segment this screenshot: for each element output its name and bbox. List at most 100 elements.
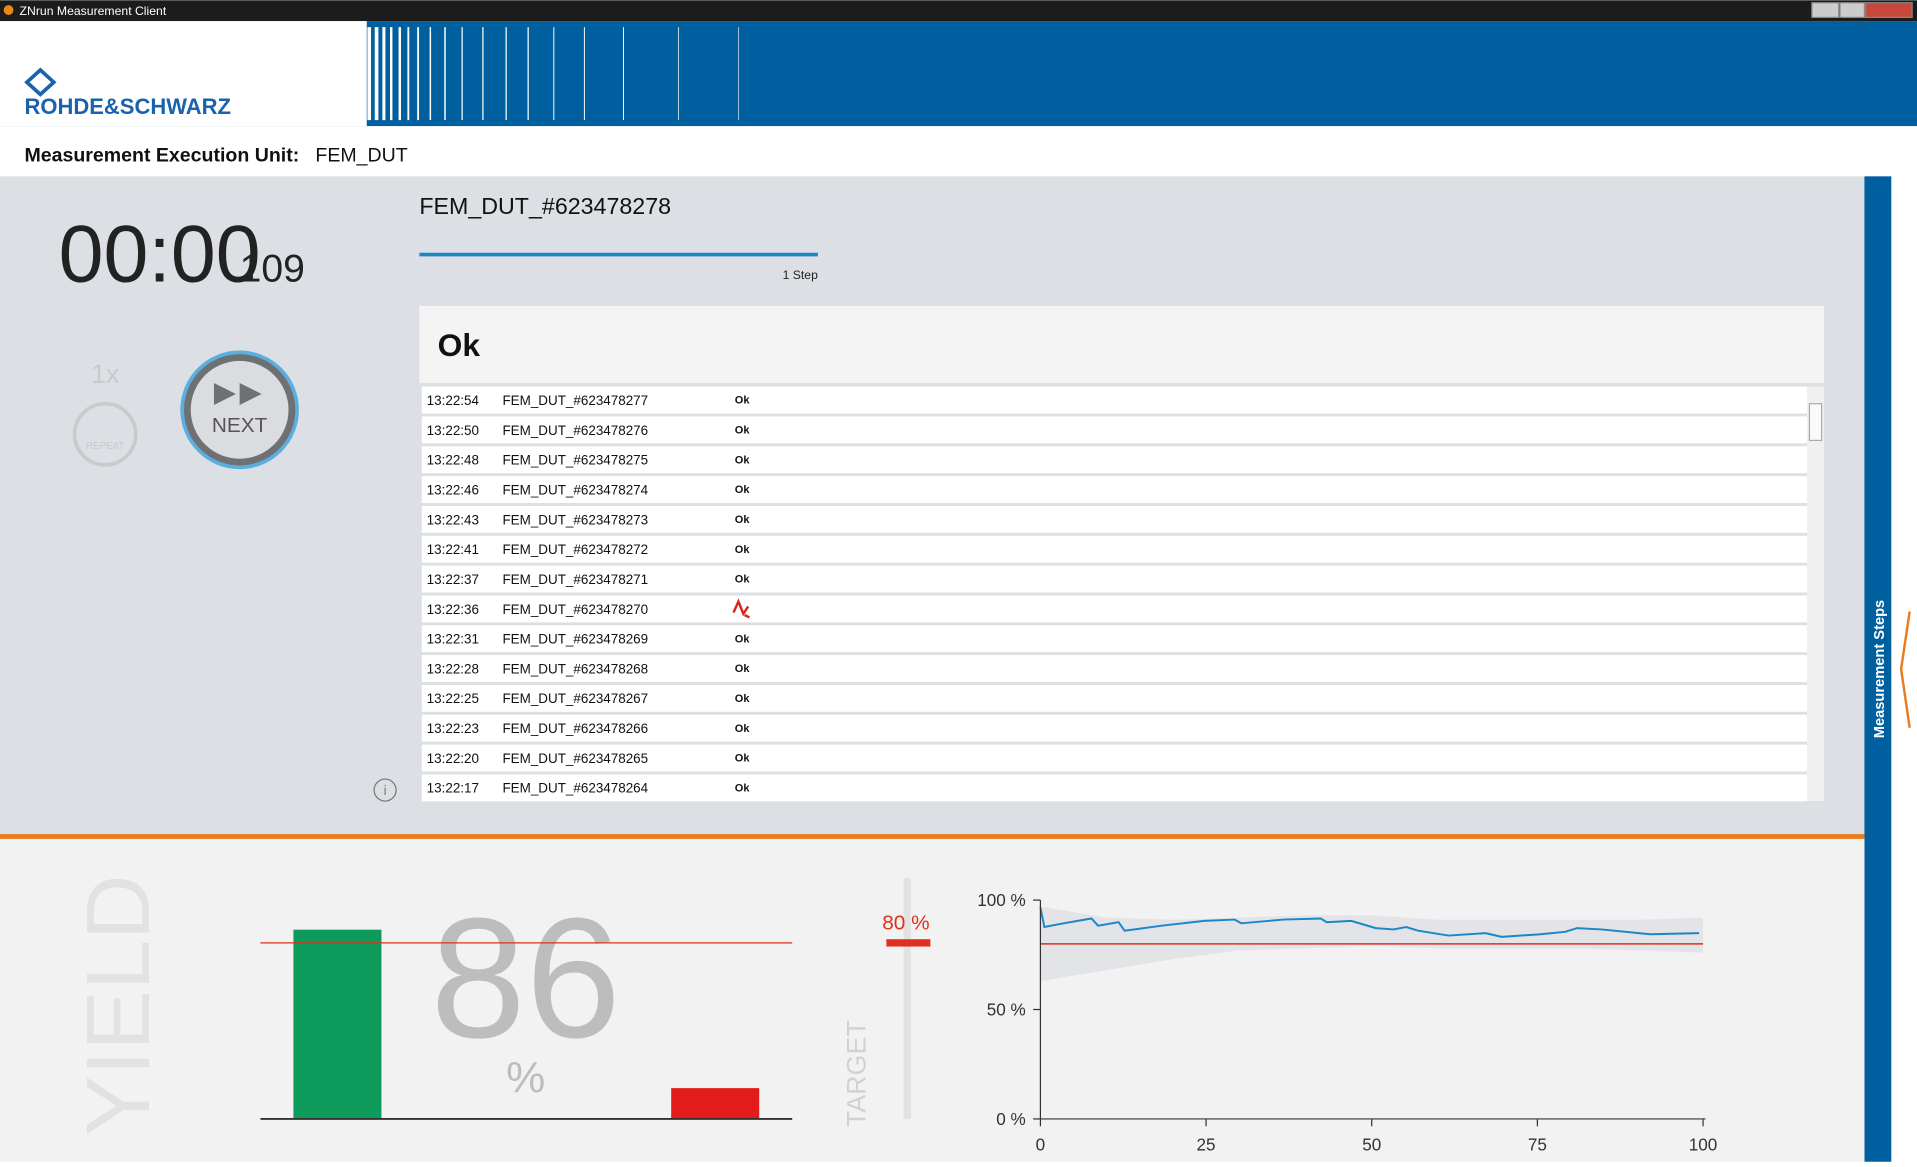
log-time: 13:22:48 xyxy=(427,453,479,468)
target-marker xyxy=(886,939,931,947)
log-dut: FEM_DUT_#623478273 xyxy=(502,512,648,527)
log-row xyxy=(421,565,1807,593)
yield-label: YIELD xyxy=(68,874,169,1135)
log-row xyxy=(421,774,1807,802)
timer: 00:00 xyxy=(59,209,261,299)
charts: 0 % 50 % 100 % 0 25 50 75 100 xyxy=(260,891,1717,1155)
log-time: 13:22:25 xyxy=(427,691,479,706)
log-result: Ok xyxy=(735,514,751,526)
trend-line xyxy=(1039,907,1700,938)
log-row xyxy=(421,446,1807,474)
yield-bar xyxy=(293,929,382,1119)
log-row xyxy=(421,684,1807,712)
app-icon xyxy=(3,5,14,15)
log-row xyxy=(421,476,1807,503)
log-dut: FEM_DUT_#623478265 xyxy=(502,751,648,766)
log-row xyxy=(421,714,1807,742)
log-time: 13:22:37 xyxy=(427,572,479,587)
x-tick-label: 25 xyxy=(1197,1136,1216,1155)
fail-icon xyxy=(732,598,750,619)
log-time: 13:22:23 xyxy=(427,721,479,736)
next-button[interactable]: NEXT xyxy=(180,350,299,470)
unit-bar xyxy=(0,126,1917,177)
log-result: Ok xyxy=(735,723,751,735)
log-time: 13:22:41 xyxy=(427,542,479,557)
repeat-label: REPEAT xyxy=(86,441,124,452)
log-time: 13:22:43 xyxy=(427,512,479,527)
log-time: 13:22:36 xyxy=(427,602,479,617)
repeat-count: 1x xyxy=(91,359,120,389)
log-row xyxy=(421,416,1807,444)
maximize-button[interactable] xyxy=(1839,2,1866,19)
log-dut: FEM_DUT_#623478275 xyxy=(502,453,648,468)
next-icon xyxy=(213,382,262,405)
step-label: 1 Step xyxy=(783,268,819,282)
log-result: Ok xyxy=(735,425,751,437)
repeat-button[interactable]: REPEAT xyxy=(72,401,138,467)
log-dut: FEM_DUT_#623478266 xyxy=(502,721,648,736)
log-dut: FEM_DUT_#623478271 xyxy=(502,572,648,587)
log-time: 13:22:50 xyxy=(427,423,479,438)
yield-panel xyxy=(0,838,1865,1162)
timer-ms: 109 xyxy=(240,247,305,290)
log-time: 13:22:46 xyxy=(427,482,479,497)
yield-unit: % xyxy=(506,1053,545,1102)
logo-mark xyxy=(24,67,57,97)
log-result: Ok xyxy=(735,783,751,795)
logo-area xyxy=(0,21,367,127)
log-dut: FEM_DUT_#623478270 xyxy=(502,602,648,617)
side-tab-arrow[interactable] xyxy=(1899,611,1911,728)
log-result: Ok xyxy=(735,753,751,765)
log-time: 13:22:54 xyxy=(427,393,480,408)
next-face xyxy=(190,360,289,459)
y-tick-label: 50 % xyxy=(987,1001,1026,1020)
y-tick-label: 100 % xyxy=(977,891,1026,910)
status-box xyxy=(419,305,1825,383)
minimize-button[interactable] xyxy=(1811,2,1840,19)
log-row xyxy=(421,595,1807,623)
status-text: Ok xyxy=(438,327,481,363)
scrollbar[interactable] xyxy=(1806,386,1825,802)
x-tick-label: 100 xyxy=(1689,1136,1718,1155)
log-row xyxy=(421,535,1807,563)
log-result: Ok xyxy=(735,633,751,645)
log-result: Ok xyxy=(735,663,751,675)
unit-value: FEM_DUT xyxy=(315,145,407,167)
current-dut: FEM_DUT_#623478278 xyxy=(419,193,671,219)
close-button[interactable] xyxy=(1865,2,1913,19)
log-dut: FEM_DUT_#623478269 xyxy=(502,632,648,647)
target-label: TARGET xyxy=(842,1020,872,1127)
log-list: 13:22:54 FEM_DUT_#623478277 Ok 13:22:50 FEM_… xyxy=(421,386,1807,802)
y-tick-label: 0 % xyxy=(996,1110,1025,1129)
repeat-ring xyxy=(72,401,138,467)
log-result: Ok xyxy=(735,484,751,496)
logo-text: ROHDE&SCHWARZ xyxy=(24,94,231,119)
log-dut: FEM_DUT_#623478268 xyxy=(502,661,648,676)
info-icon[interactable] xyxy=(373,778,397,802)
log-time: 13:22:31 xyxy=(427,632,479,647)
log-dut: FEM_DUT_#623478276 xyxy=(502,423,648,438)
yield-bar xyxy=(671,1088,760,1119)
window-title: ZNrun Measurement Client xyxy=(20,4,167,18)
log-dut: FEM_DUT_#623478264 xyxy=(502,781,648,796)
log-time: 13:22:17 xyxy=(427,781,479,796)
side-tab-label: Measurement Steps xyxy=(1872,600,1888,738)
divider xyxy=(0,834,1865,839)
unit-label: Measurement Execution Unit: xyxy=(24,145,299,167)
log-row xyxy=(421,625,1807,653)
header-stripes xyxy=(367,27,739,121)
scroll-thumb[interactable] xyxy=(1808,403,1823,442)
log-time: 13:22:20 xyxy=(427,751,479,766)
x-tick-label: 0 xyxy=(1036,1136,1046,1155)
log-dut: FEM_DUT_#623478267 xyxy=(502,691,648,706)
info-glyph: i xyxy=(384,783,387,798)
side-tab[interactable] xyxy=(1864,176,1892,1162)
log-dut: FEM_DUT_#623478274 xyxy=(502,482,648,497)
log-row xyxy=(421,655,1807,682)
log-result: Ok xyxy=(735,574,751,586)
yield-value: 86 xyxy=(431,883,621,1074)
log-result: Ok xyxy=(735,395,751,407)
x-tick-label: 75 xyxy=(1528,1136,1547,1155)
